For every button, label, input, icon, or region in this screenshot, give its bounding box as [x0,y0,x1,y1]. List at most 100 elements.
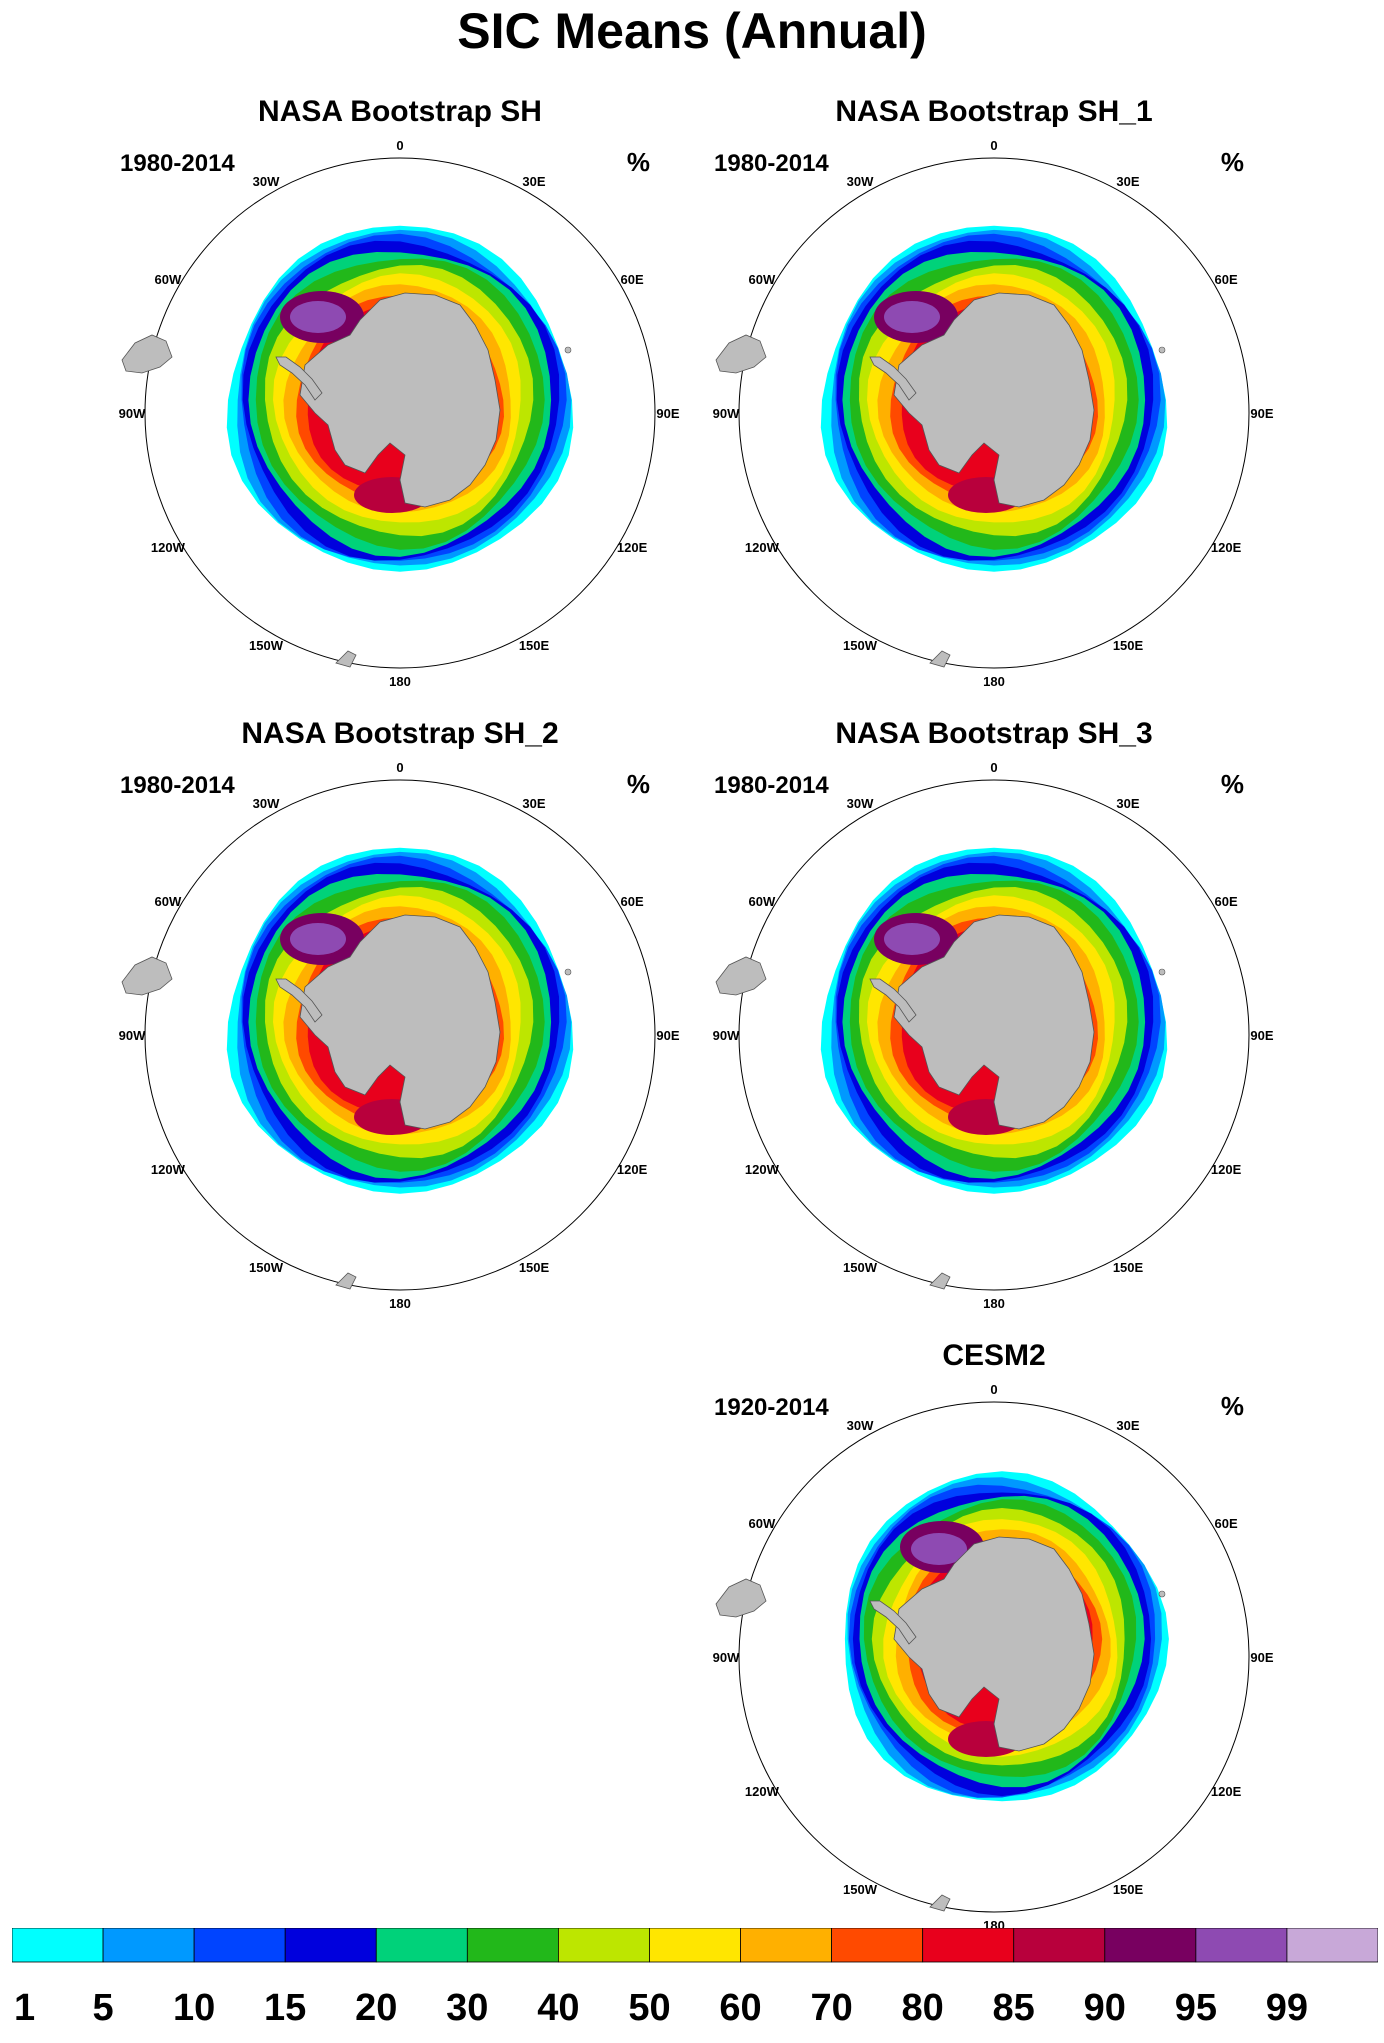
longitude-label: 30E [522,174,545,189]
panel-period: 1980-2014 [714,150,829,177]
new-zealand-land [335,1272,357,1290]
colorbar-segment [466,1928,559,1963]
colorbar-segment [831,1928,924,1963]
longitude-label: 120W [745,1784,780,1799]
longitude-label: 60E [1215,272,1238,287]
south-america-land [121,956,173,996]
weddell-sea-ice [290,923,346,955]
colorbar: 1 5 10 15 20 30 40 50 60 70 80 85 90 95 99 [12,1928,1378,2029]
weddell-sea-ice [884,301,940,333]
antarctica-landmass [893,914,1095,1130]
longitude-label: 30E [1116,796,1139,811]
panel-period: 1980-2014 [120,772,235,799]
colorbar-segment [558,1928,650,1963]
longitude-label: 90E [1250,1650,1273,1665]
longitude-label: 60W [749,272,776,287]
longitude-label: 120E [617,1162,648,1177]
colorbar-segment [284,1928,377,1963]
longitude-label: 90W [713,406,740,421]
colorbar-label: 1 [14,1987,35,2029]
panel-units: % [1220,1391,1244,1421]
map-panel: CESM2 1920-2014 % 0 30E 60E 90E 120E 150E 180 1… [694,1339,1294,1969]
longitude-label: 60W [155,272,182,287]
colorbar-label: 90 [1084,1987,1126,2029]
colorbar-label: 70 [810,1987,852,2029]
longitude-label: 120E [1211,1162,1242,1177]
panel-units: % [626,147,650,177]
longitude-label: 90W [713,1650,740,1665]
longitude-label: 60W [749,894,776,909]
antarctic-peninsula [869,1600,917,1645]
longitude-label: 120E [1211,1784,1242,1799]
panel-title: NASA Bootstrap SH_3 [835,717,1153,750]
longitude-label: 180 [983,674,1005,689]
panel-units: % [1220,147,1244,177]
longitude-label: 30W [253,796,280,811]
longitude-label: 90E [1250,1028,1273,1043]
colorbar-label: 85 [993,1987,1035,2029]
longitude-label: 180 [389,674,411,689]
colorbar-label: 99 [1266,1987,1308,2029]
longitude-label: 30W [847,174,874,189]
longitude-label: 90W [713,1028,740,1043]
colorbar-segment [375,1928,468,1963]
longitude-label: 150E [1113,638,1144,653]
new-zealand-land [335,650,357,668]
colorbar-segment [102,1928,195,1963]
colorbar-segment [1195,1928,1288,1963]
longitude-label: 120E [617,540,648,555]
antarctica-landmass [893,1536,1095,1752]
longitude-label: 150W [843,638,878,653]
colorbar-label: 5 [93,1987,114,2029]
longitude-label: 30W [847,1418,874,1433]
longitude-label: 0 [990,1382,997,1397]
longitude-label: 30E [1116,1418,1139,1433]
longitude-label: 60W [749,1516,776,1531]
antarctic-peninsula [869,356,917,401]
island-land [564,968,572,976]
longitude-label: 90E [1250,406,1273,421]
antarctica-landmass [893,292,1095,508]
panel-title: NASA Bootstrap SH_1 [835,95,1153,128]
longitude-label: 0 [990,760,997,775]
colorbar-segment [193,1928,286,1963]
island-land [564,346,572,354]
south-america-land [715,334,767,374]
colorbar-segment [1013,1928,1106,1963]
longitude-label: 0 [396,760,403,775]
weddell-sea-ice [911,1533,967,1565]
longitude-label: 0 [990,138,997,153]
longitude-label: 150W [249,638,284,653]
panel-title: NASA Bootstrap SH_2 [241,717,559,750]
antarctic-peninsula [869,978,917,1023]
colorbar-segment [1104,1928,1197,1963]
island-land [1158,346,1166,354]
south-america-land [121,334,173,374]
new-zealand-land [929,1272,951,1290]
colorbar-label: 95 [1175,1987,1217,2029]
longitude-label: 180 [389,1296,411,1311]
longitude-label: 60E [621,894,644,909]
longitude-label: 60W [155,894,182,909]
colorbar-segment [1286,1928,1378,1963]
colorbar-label: 30 [446,1987,488,2029]
longitude-label: 150E [1113,1882,1144,1897]
colorbar-segment [740,1928,833,1963]
longitude-label: 30W [847,796,874,811]
colorbar-label: 10 [173,1987,215,2029]
antarctica-landmass [299,292,501,508]
weddell-sea-ice [884,923,940,955]
map-panel: NASA Bootstrap SH_2 1980-2014 % 0 30E 60E 9… [100,717,700,1347]
longitude-label: 120W [745,1162,780,1177]
longitude-label: 0 [396,138,403,153]
antarctic-peninsula [275,978,323,1023]
longitude-label: 150W [249,1260,284,1275]
map-panel: NASA Bootstrap SH_1 1980-2014 % 0 30E 60E 9… [694,95,1294,725]
longitude-label: 60E [621,272,644,287]
panel-period: 1920-2014 [714,1394,829,1421]
longitude-label: 60E [1215,894,1238,909]
south-america-land [715,956,767,996]
island-land [1158,968,1166,976]
